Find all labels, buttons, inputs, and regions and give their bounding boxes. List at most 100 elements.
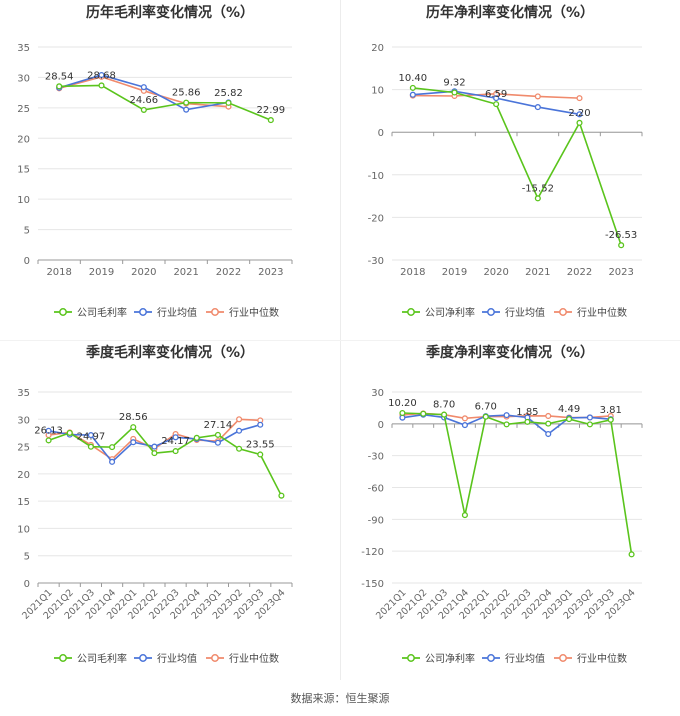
legend-label: 公司净利率 [425, 306, 475, 319]
y-tick-label: -120 [361, 547, 384, 558]
y-tick-label: 20 [371, 43, 384, 54]
data-point-company [225, 99, 232, 106]
legend-item-industry-avg: 行业均值 [482, 652, 545, 665]
data-label: 24.17 [161, 436, 190, 447]
data-point-company [420, 410, 427, 417]
data-point-industry-avg [140, 84, 147, 91]
data-point-industry-avg [172, 434, 179, 441]
y-tick-label: -20 [368, 213, 384, 224]
x-tick-label: 2020 [131, 267, 156, 278]
data-label: 28.56 [119, 412, 148, 423]
legend-swatch-marker [407, 308, 415, 316]
x-tick-label: 2022 [567, 267, 592, 278]
y-tick-label: 20 [17, 470, 30, 481]
data-point-company [618, 242, 625, 249]
data-label: 6.59 [485, 89, 507, 100]
data-label: 8.70 [433, 400, 455, 411]
data-label: 3.81 [600, 405, 622, 416]
data-point-company [214, 431, 221, 438]
data-point-industry-median [545, 412, 552, 420]
data-label: 28.68 [87, 70, 116, 81]
x-tick-label: 2018 [46, 267, 71, 278]
y-tick-label: -30 [368, 452, 384, 463]
data-label: 9.32 [443, 77, 465, 88]
legend-item-company: 公司毛利率 [54, 652, 127, 665]
data-point-company [151, 450, 158, 457]
x-tick-label: 2023 [258, 267, 283, 278]
legend-label: 行业中位数 [577, 652, 627, 665]
legend-label: 行业均值 [157, 306, 197, 319]
legend-item-industry-avg: 行业均值 [482, 306, 545, 319]
data-point-company [109, 444, 116, 451]
data-label: 6.70 [475, 402, 497, 413]
y-tick-label: 0 [24, 579, 30, 590]
data-point-industry-avg [545, 430, 552, 438]
legend-swatch-marker [59, 654, 67, 662]
series-line-company [402, 412, 633, 555]
legend-swatch-marker [59, 308, 67, 316]
legend-item-company: 公司净利率 [402, 306, 475, 319]
legend-swatch-marker [559, 654, 567, 662]
data-point-company [193, 434, 200, 441]
data-label: 26.13 [34, 425, 63, 436]
legend-label: 行业中位数 [229, 306, 279, 319]
y-tick-label: 30 [371, 388, 384, 399]
data-point-industry-avg [576, 111, 583, 118]
data-point-industry-avg [236, 427, 243, 434]
data-point-industry-avg [109, 458, 116, 465]
y-tick-label: 30 [17, 73, 30, 84]
data-point-industry-median [236, 416, 243, 423]
legend-swatch-marker [139, 308, 147, 316]
data-point-company [482, 413, 489, 420]
legend-item-company: 公司净利率 [402, 652, 475, 665]
horizontal-divider [0, 340, 680, 341]
legend-swatch-marker [211, 308, 219, 316]
legend-item-industry-median: 行业中位数 [554, 652, 627, 665]
y-tick-label: 10 [371, 86, 384, 97]
legend-label: 公司毛利率 [77, 652, 127, 665]
data-label: 23.55 [246, 439, 275, 450]
data-point-industry-avg [45, 427, 52, 434]
legend-label: 行业均值 [157, 652, 197, 665]
data-point-industry-avg [461, 422, 468, 429]
data-label: 10.20 [388, 398, 417, 409]
chart-title: 季度净利率变化情况（%） [425, 344, 594, 361]
y-tick-label: 35 [17, 388, 30, 399]
y-tick-label: 0 [24, 256, 30, 267]
y-tick-label: 10 [17, 524, 30, 535]
data-point-industry-avg [214, 439, 221, 446]
data-point-company [66, 429, 73, 436]
data-point-company [503, 421, 510, 428]
data-label: 27.14 [204, 420, 233, 431]
data-point-industry-avg [130, 439, 137, 446]
chart-panel-2: 历年净利率变化情况（%） -30 -20 -10 0 10 20 2018 2019 2020 20… [368, 4, 643, 319]
chart-panel-4: 季度净利率变化情况（%）-150-120-90-60-300302021Q120… [361, 344, 643, 665]
legend-label: 公司毛利率 [77, 306, 127, 319]
data-point-company [566, 416, 573, 423]
series-line-company [59, 84, 272, 121]
source-note: 数据来源：恒生聚源 [290, 692, 390, 705]
legend-label: 行业均值 [505, 652, 545, 665]
series-line-company [412, 87, 622, 246]
data-point-company [607, 416, 614, 423]
legend-item-industry-avg: 行业均值 [134, 306, 197, 319]
data-point-industry-avg [151, 443, 158, 450]
data-point-company [257, 451, 264, 458]
chart-panel-3: 季度毛利率变化情况（%）051015202530352021Q12021Q220… [17, 344, 293, 665]
data-point-company [399, 409, 406, 417]
legend-swatch-marker [559, 308, 567, 316]
legend-label: 公司净利率 [425, 652, 475, 665]
legend-swatch-marker [487, 654, 495, 662]
data-point-company [409, 84, 416, 91]
data-label: 10.40 [399, 73, 428, 84]
data-point-company [576, 119, 583, 126]
legend-swatch-marker [139, 654, 147, 662]
legend-swatch-marker [407, 654, 415, 662]
y-tick-label: 0 [378, 128, 384, 139]
x-tick-label: 2019 [442, 267, 467, 278]
y-tick-label: 30 [17, 415, 30, 426]
data-point-industry-avg [534, 104, 541, 111]
data-label: 2.20 [568, 108, 590, 119]
data-point-company [451, 89, 458, 96]
